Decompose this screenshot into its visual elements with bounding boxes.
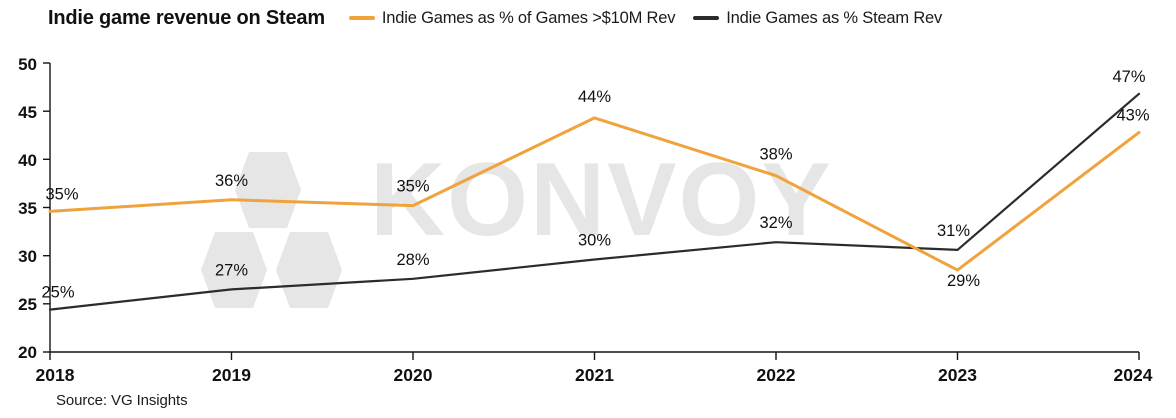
data-label: 28% [396,251,429,269]
source-note: Source: VG Insights [56,392,188,409]
page-title: Indie game revenue on Steam [48,6,325,29]
chart-legend: Indie Games as % of Games >$10M Rev Indi… [348,8,942,28]
y-axis-label-40: 40 [18,151,37,170]
chart-header: Indie game revenue on Steam Indie Games … [0,0,1176,36]
data-label: 32% [759,214,792,232]
legend-item-indie-share-of-10m[interactable]: Indie Games as % of Games >$10M Rev [348,8,676,28]
legend-label-indie-share-steam-rev: Indie Games as % Steam Rev [726,8,943,27]
series-line-indie-share-of-10m [48,116,1141,272]
data-label: 44% [578,88,611,106]
data-label: 27% [215,261,248,279]
data-label: 35% [45,185,78,203]
x-axis-label-2020: 2020 [394,365,433,385]
y-axis-label-45: 45 [18,103,37,122]
data-label: 38% [759,146,792,164]
legend-swatch-dark-icon [693,16,720,20]
x-axis-label-2024: 2024 [1114,365,1153,385]
legend-item-indie-share-steam-rev[interactable]: Indie Games as % Steam Rev [693,9,942,28]
y-axis-labels: 50 45 40 35 30 25 20 [18,55,37,362]
watermark-hexagon-top [235,152,301,228]
legend-label-indie-share-of-10m: Indie Games as % of Games >$10M Rev [381,8,676,27]
konvoy-watermark: KONVOY [201,142,833,308]
data-label: 47% [1112,68,1145,86]
data-label: 30% [578,232,611,250]
series-line-indie-share-steam-rev [48,92,1141,311]
x-axis-labels: 2018 2019 2020 2021 2022 2023 2024 [36,365,1153,385]
y-axis-ticks [43,62,50,353]
y-axis-label-30: 30 [18,247,37,266]
data-label: 43% [1116,106,1149,124]
watermark-hexagon-right [276,232,342,308]
data-label: 25% [41,284,74,302]
data-label: 35% [396,178,429,196]
y-axis-label-50: 50 [18,55,37,74]
y-axis-label-35: 35 [18,199,37,218]
y-axis-label-25: 25 [18,295,37,314]
data-label: 29% [947,272,980,290]
x-axis-label-2023: 2023 [938,365,977,385]
axes: 50 45 40 35 30 25 20 [18,55,1153,385]
x-axis-label-2021: 2021 [575,365,614,385]
x-axis-ticks [49,352,1140,360]
data-labels-indie-share-of-10m: 35% 36% 35% 44% 38% 29% 43% [45,88,1149,290]
data-labels-indie-share-steam-rev: 25% 27% 28% 30% 32% 31% 47% [41,68,1145,302]
legend-swatch-orange-icon [348,16,375,20]
x-axis-label-2022: 2022 [757,365,796,385]
data-label: 31% [937,222,970,240]
watermark-label: KONVOY [370,142,833,258]
x-axis-label-2019: 2019 [212,365,251,385]
data-label: 36% [215,172,248,190]
y-axis-label-20: 20 [18,343,37,362]
x-axis-label-2018: 2018 [36,365,75,385]
